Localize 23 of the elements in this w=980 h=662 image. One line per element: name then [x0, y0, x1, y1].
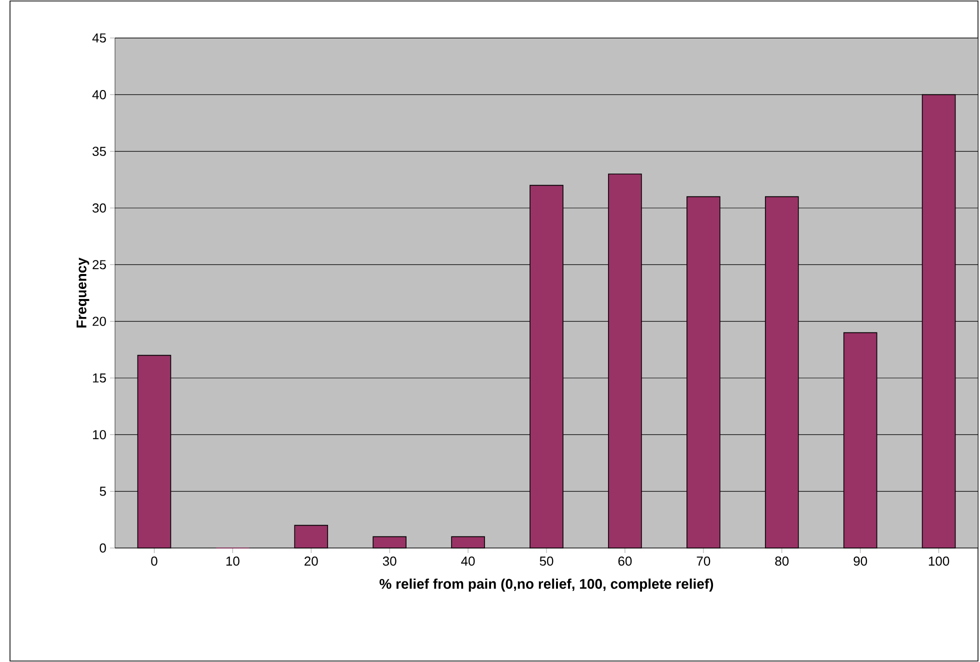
- y-tick-label: 35: [92, 146, 106, 156]
- y-tick-label: 25: [92, 260, 106, 270]
- x-tick-label: 50: [540, 556, 554, 566]
- x-tick-label: 0: [151, 556, 158, 566]
- y-tick-label: 20: [92, 316, 106, 326]
- x-tick-label: 60: [618, 556, 632, 566]
- x-axis-title: % relief from pain (0,no relief, 100, complete relief): [380, 578, 714, 592]
- y-tick-label: 40: [92, 90, 106, 100]
- x-tick-label: 10: [226, 556, 240, 566]
- y-tick-label: 30: [92, 203, 106, 213]
- x-tick-label: 80: [775, 556, 789, 566]
- y-tick-label: 10: [93, 430, 106, 440]
- x-tick-label: 20: [304, 556, 318, 566]
- y-tick-label: 15: [93, 373, 106, 383]
- y-tick-label: 5: [100, 486, 106, 496]
- x-tick-label: 90: [854, 556, 868, 566]
- y-tick-label: 0: [100, 543, 106, 553]
- y-tick-label: 45: [92, 33, 106, 43]
- y-axis-title: Frequency: [76, 258, 90, 328]
- x-tick-label: 70: [696, 556, 710, 566]
- x-tick-label: 40: [461, 556, 475, 566]
- x-tick-label: 100: [928, 556, 950, 566]
- x-tick-label: 30: [382, 556, 396, 566]
